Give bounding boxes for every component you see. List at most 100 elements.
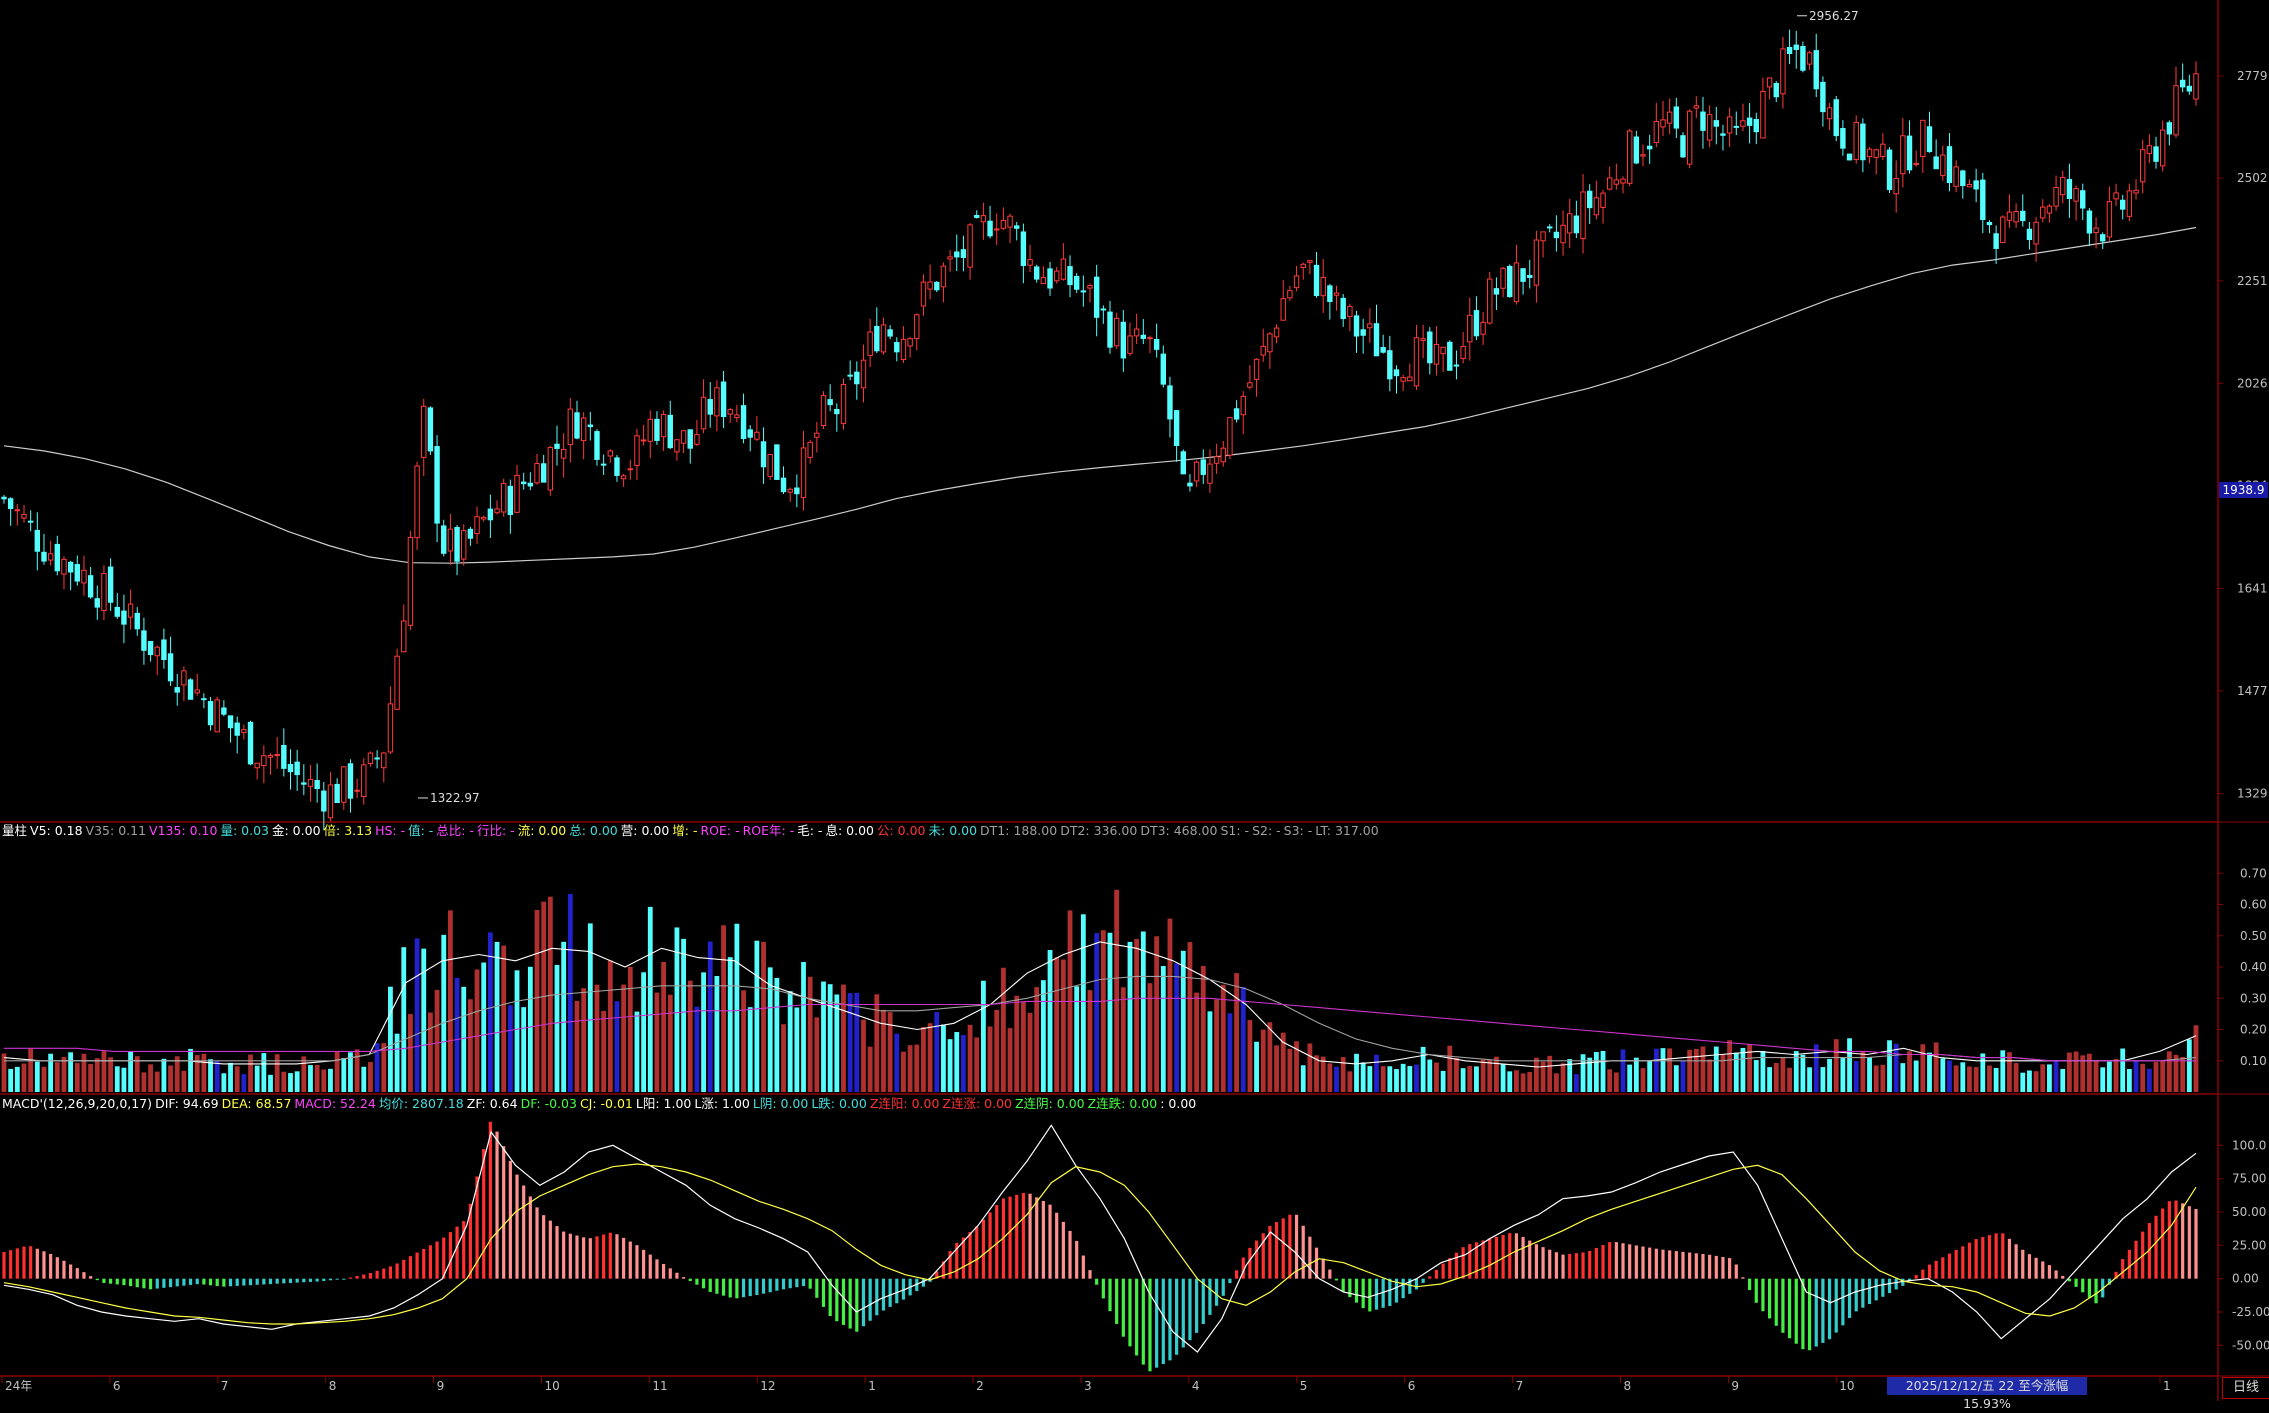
candle-body (874, 325, 880, 352)
macd-bar (1368, 1278, 1372, 1312)
volume-bar (348, 1052, 353, 1092)
volume-bar (48, 1053, 54, 1092)
candle-body (2126, 190, 2133, 217)
candle-body (1613, 179, 1620, 185)
volume-bar (88, 1063, 94, 1092)
macd-lines (3, 1124, 2197, 1353)
volume-bar (1414, 1064, 1419, 1092)
macd-bar (1221, 1278, 1225, 1296)
candle-body (827, 399, 833, 406)
volume-bar (1467, 1065, 1473, 1092)
macd-bar (15, 1248, 19, 1279)
candle-body (407, 536, 414, 626)
volume-bars[interactable] (1, 889, 2199, 1092)
macd-bar (1921, 1269, 1925, 1279)
macd-bar (22, 1246, 26, 1279)
macd-bar (2041, 1261, 2045, 1279)
macd-bar (342, 1278, 346, 1280)
month-label: 9 (1731, 1379, 1739, 1393)
candle-body (2046, 205, 2053, 214)
macd-bar (548, 1220, 552, 1279)
macd-bar (1961, 1246, 1965, 1279)
indicator-value: S1: - (1220, 823, 1250, 838)
macd-bar (2107, 1278, 2111, 1285)
macd-bar (668, 1268, 672, 1279)
volume-bar (2067, 1052, 2072, 1092)
macd-bar (2174, 1200, 2178, 1279)
macd-bar (1088, 1270, 1092, 1279)
month-label: 3 (1084, 1379, 1092, 1393)
macd-bar (2114, 1271, 2118, 1279)
volume-bar (1673, 1065, 1679, 1092)
volume-bar (188, 1048, 193, 1092)
volume-bar (967, 1024, 973, 1092)
macd-bar (1201, 1278, 1205, 1324)
volume-bar (294, 1071, 300, 1092)
macd-bar (1101, 1278, 1105, 1299)
volume-bar (534, 909, 540, 1092)
candle-body (214, 699, 220, 733)
volume-bar (408, 1014, 413, 1092)
range-statistic-badge[interactable]: 2025/12/12/五 22 至今涨幅15.93% (1887, 1377, 2087, 1411)
macd-bar (1728, 1258, 1732, 1279)
candle-body (1014, 225, 1020, 229)
volume-bar (1380, 1066, 1386, 1092)
volume-bar (507, 1005, 513, 1092)
indicator-value: V35: 0.11 (85, 823, 147, 838)
candle-body (920, 281, 927, 307)
indicator-value: : 0.00 (1160, 1096, 1197, 1111)
candle-body (740, 405, 747, 440)
candle-body (527, 482, 534, 487)
candle-body (1766, 77, 1773, 88)
macd-bar (488, 1121, 492, 1279)
volume-bar (1447, 1045, 1453, 1092)
macd-bar (828, 1278, 832, 1317)
candle-body (2073, 188, 2079, 202)
volume-bar (2153, 1061, 2159, 1092)
candle-body (2153, 146, 2159, 162)
volume-bar (1347, 1071, 1353, 1092)
macd-bar (655, 1259, 659, 1279)
macd-bar (648, 1254, 652, 1279)
volume-bar (1913, 1060, 1919, 1092)
volume-bar (228, 1062, 233, 1092)
macd-bar (415, 1252, 419, 1279)
macd-bar (848, 1278, 852, 1329)
volume-bar (1227, 1013, 1233, 1092)
macd-bar (1981, 1237, 1985, 1279)
indicator-value: 未: 0.00 (928, 823, 978, 838)
volume-bar (1054, 957, 1060, 1092)
candle-body (2159, 129, 2166, 167)
macd-bar (1474, 1242, 1479, 1279)
macd-bar (555, 1226, 559, 1279)
volume-bar (481, 962, 487, 1092)
volume-bar (1214, 999, 1219, 1092)
candle-body (1367, 323, 1373, 329)
candle-body (261, 755, 267, 767)
volume-bar (1500, 1063, 1506, 1092)
candle-body (1133, 328, 1140, 337)
candlestick-series[interactable] (1, 29, 2199, 831)
candle-body (1906, 135, 1913, 171)
indicator-value: Z连涨: 0.00 (942, 1096, 1013, 1111)
volume-bar (2160, 1060, 2166, 1092)
macd-bar (1128, 1278, 1132, 1347)
candle-body (1387, 350, 1393, 380)
macd-bar (1181, 1278, 1185, 1348)
volume-bar (594, 984, 600, 1092)
macd-bar (1428, 1276, 1432, 1279)
macd-bar (748, 1278, 752, 1297)
candle-body (1946, 146, 1953, 184)
period-selector[interactable]: 日线 (2222, 1377, 2269, 1399)
candle-body (2060, 176, 2066, 196)
candle-body (2106, 201, 2113, 238)
candle-body (141, 630, 147, 651)
candle-body (154, 646, 160, 657)
volume-axis: 0.70 0.60 0.50 0.40 0.30 0.20 0.10 (2218, 866, 2267, 1068)
indicator-value: 息: 0.00 (825, 823, 874, 838)
indicator-value: DT3: 468.00 (1140, 823, 1218, 838)
indicator-value: 量柱 (2, 823, 28, 838)
volume-bar (494, 941, 500, 1092)
macd-histogram[interactable] (2, 1121, 2198, 1372)
